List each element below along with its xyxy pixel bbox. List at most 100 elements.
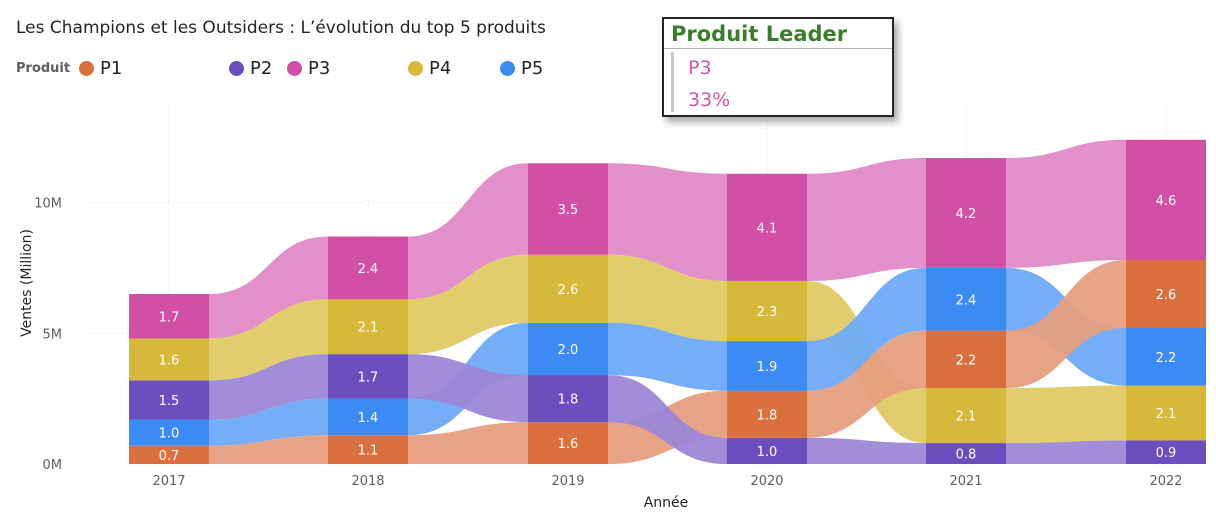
bar-p5	[328, 398, 408, 436]
ribbon-p1	[209, 435, 328, 464]
ribbon-p4	[608, 254, 727, 342]
bar-p2	[926, 443, 1006, 464]
x-tick-label: 2018	[351, 474, 384, 489]
legend-dot-p2	[229, 60, 244, 76]
legend-label-p5: P5	[521, 57, 544, 79]
bar-p4	[1126, 385, 1206, 441]
legend-dot-p1	[79, 60, 94, 76]
bar-p1	[528, 422, 608, 464]
data-label: 2.3	[757, 305, 778, 320]
data-label: 4.1	[757, 221, 778, 236]
legend-dot-p3	[287, 60, 302, 76]
data-label: 1.9	[757, 360, 778, 375]
bar-p5	[528, 322, 608, 376]
x-tick-label: 2022	[1149, 474, 1182, 489]
data-label: 1.1	[358, 444, 379, 459]
bar-p3	[528, 163, 608, 255]
data-label: 2.4	[358, 262, 379, 277]
x-tick-label: 2019	[551, 474, 584, 489]
bar-p1	[1126, 260, 1206, 329]
leader-card-divider	[664, 48, 892, 49]
bar-p2	[528, 375, 608, 423]
x-axis-title: Année	[644, 495, 689, 511]
data-label: 0.9	[1156, 446, 1177, 461]
ribbon-p4	[408, 254, 528, 355]
ribbon-p2	[608, 375, 727, 464]
ribbon-p4	[209, 299, 328, 381]
bar-p3	[129, 294, 209, 339]
legend-label-p4: P4	[429, 57, 452, 79]
bar-p1	[129, 445, 209, 464]
ribbon-p3	[608, 163, 727, 281]
legend-label-p3: P3	[308, 57, 331, 79]
legend-item-p3[interactable]: P3	[287, 56, 330, 80]
data-label: 2.6	[558, 283, 579, 298]
data-label: 2.2	[956, 353, 977, 368]
legend-title: Produit	[16, 61, 71, 76]
bar-p5	[129, 419, 209, 446]
bar-p4	[129, 338, 209, 381]
bar-p2	[1126, 440, 1206, 464]
ribbon-p1	[807, 330, 926, 438]
bar-p4	[926, 388, 1006, 444]
data-label: 4.6	[1156, 194, 1177, 209]
legend-dot-p4	[408, 60, 423, 76]
bar-p2	[129, 380, 209, 420]
bars: 0.7 1.0 1.5 1.6 1.7 2017 1.1 1.4 1.7 2.1 2.4 2018 1.…	[129, 139, 1206, 489]
data-label: 1.6	[159, 353, 180, 368]
chart-title: Les Champions et les Outsiders : L’évolu…	[16, 18, 546, 38]
bar-p3	[328, 236, 408, 300]
legend-item-p4[interactable]: P4	[408, 56, 451, 80]
data-label: 1.5	[159, 394, 180, 409]
data-label: 2.0	[558, 343, 579, 358]
data-label: 1.0	[757, 445, 778, 460]
ribbon-p3	[1006, 139, 1126, 268]
data-label: 2.1	[1156, 407, 1177, 422]
legend-label-p2: P2	[250, 57, 273, 79]
data-label: 2.4	[956, 293, 977, 308]
ribbon-p3	[209, 236, 328, 339]
bar-p1	[328, 435, 408, 464]
leader-product: P3	[688, 57, 712, 79]
x-tick-label: 2017	[152, 474, 185, 489]
leader-share: 33%	[688, 89, 731, 111]
bar-p2	[727, 437, 807, 464]
bar-p3	[926, 158, 1006, 268]
bar-p5	[1126, 328, 1206, 386]
ribbon-p2	[807, 437, 926, 464]
ribbon-p5	[608, 322, 727, 391]
data-label: 0.8	[956, 448, 977, 463]
y-tick-label: 0M	[43, 458, 63, 473]
y-tick-label: 5M	[43, 327, 63, 342]
data-label: 4.2	[956, 207, 977, 222]
legend-item-p5[interactable]: P5	[500, 56, 543, 80]
data-label: 1.4	[358, 411, 379, 426]
bar-p1	[926, 330, 1006, 389]
bar-p5	[926, 267, 1006, 331]
leader-card-bar	[671, 52, 674, 112]
ribbon-p5	[807, 267, 926, 391]
bar-p4	[528, 254, 608, 323]
legend-item-p1[interactable]: P1	[79, 56, 122, 80]
data-label: 2.1	[358, 321, 379, 336]
legend-item-p2[interactable]: P2	[229, 56, 272, 80]
bar-p5	[727, 341, 807, 391]
data-label: 1.8	[757, 408, 778, 423]
ribbons	[209, 139, 1126, 464]
data-label: 0.7	[159, 449, 180, 464]
data-label: 3.5	[558, 203, 579, 218]
ribbon-p2	[1006, 440, 1126, 464]
y-axis-title: Ventes (Million)	[19, 229, 35, 337]
ribbon-p5	[209, 398, 328, 446]
bar-p4	[328, 299, 408, 355]
ribbon-p1	[1006, 260, 1126, 389]
ribbon-p3	[408, 163, 528, 300]
ribbon-p2	[209, 354, 328, 420]
ribbon-p2	[408, 354, 528, 423]
data-label: 1.7	[358, 370, 379, 385]
ribbon-p3	[807, 158, 926, 281]
bar-p1	[727, 390, 807, 438]
data-label: 2.2	[1156, 351, 1177, 366]
data-label: 1.6	[558, 437, 579, 452]
